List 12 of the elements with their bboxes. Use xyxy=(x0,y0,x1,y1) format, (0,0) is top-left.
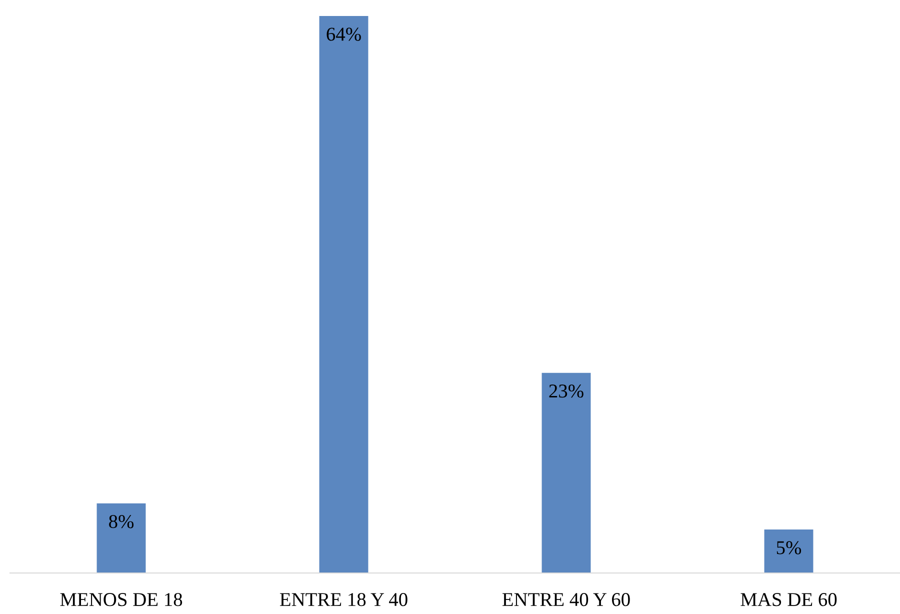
data-label: 8% xyxy=(109,515,134,528)
x-tick-label: MAS DE 60 xyxy=(740,593,837,606)
data-label: 23% xyxy=(549,384,584,398)
data-label: 64% xyxy=(326,28,361,41)
x-tick-label: ENTRE 18 Y 40 xyxy=(280,593,408,606)
x-tick-label: MENOS DE 18 xyxy=(60,593,182,606)
bar xyxy=(542,372,591,573)
bar xyxy=(764,529,814,573)
data-label: 5% xyxy=(776,541,802,554)
bar xyxy=(319,16,368,573)
x-tick-label: ENTRE 40 Y 60 xyxy=(502,593,630,606)
bar xyxy=(96,503,146,573)
